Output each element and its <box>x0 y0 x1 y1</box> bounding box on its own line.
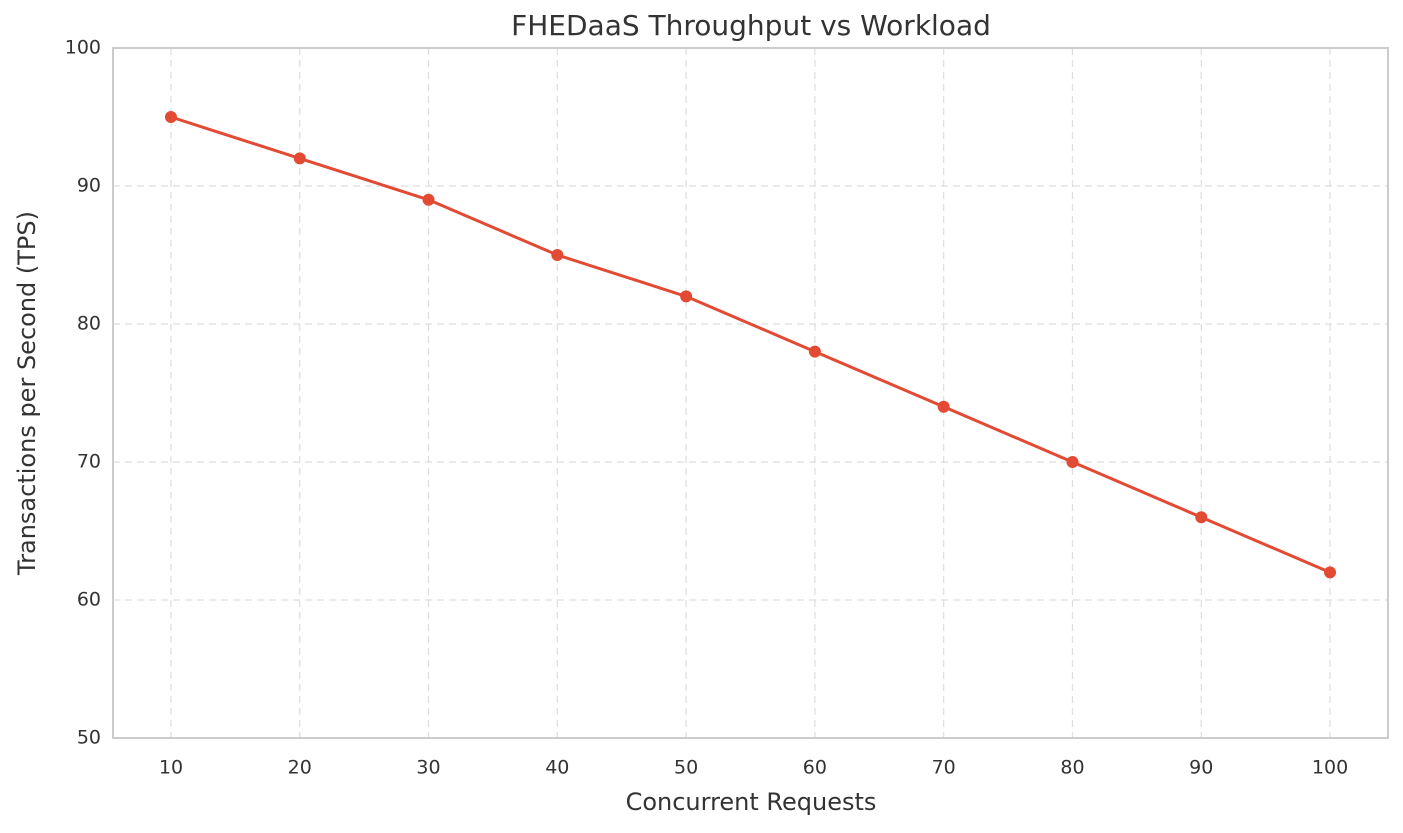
data-point <box>551 249 564 261</box>
y-tick-label: 60 <box>77 589 101 611</box>
x-tick-label: 10 <box>159 757 183 779</box>
chart-title: FHEDaaS Throughput vs Workload <box>511 9 991 42</box>
data-point <box>164 111 177 123</box>
data-point <box>1324 566 1337 579</box>
x-tick-label: 100 <box>1312 757 1348 779</box>
y-tick-label: 80 <box>77 313 101 335</box>
data-point <box>808 345 821 358</box>
plot-frame <box>112 47 1389 739</box>
data-point <box>680 290 693 303</box>
data-point <box>293 152 306 165</box>
data-point <box>1066 456 1079 468</box>
y-tick-label: 90 <box>77 175 101 197</box>
x-tick-label: 60 <box>803 757 827 779</box>
y-tick-label: 100 <box>65 37 101 59</box>
data-point <box>937 400 950 413</box>
x-tick-label: 80 <box>1060 757 1084 779</box>
data-line <box>170 115 1331 574</box>
y-tick-label: 70 <box>77 451 101 473</box>
data-point <box>422 193 435 206</box>
x-tick-label: 20 <box>288 757 312 779</box>
x-tick-label: 40 <box>545 757 569 779</box>
y-axis-label: Transactions per Second (TPS) <box>13 211 41 576</box>
y-tick-label: 50 <box>77 727 101 749</box>
x-tick-label: 30 <box>416 757 440 779</box>
x-axis-label: Concurrent Requests <box>626 788 877 816</box>
x-tick-label: 70 <box>932 757 956 779</box>
x-tick-label: 50 <box>674 757 698 779</box>
data-point <box>1195 511 1208 524</box>
x-tick-label: 90 <box>1189 757 1213 779</box>
